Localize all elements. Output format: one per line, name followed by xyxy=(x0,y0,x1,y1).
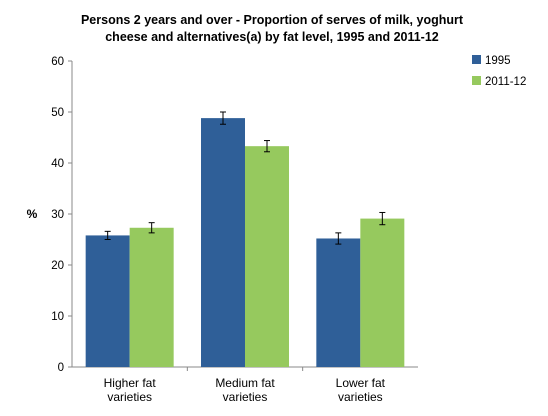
y-tick-label: 10 xyxy=(51,311,64,323)
bar xyxy=(360,218,405,367)
bar xyxy=(245,146,289,367)
y-tick-label: 40 xyxy=(51,158,64,170)
y-tick-label: 20 xyxy=(51,260,64,272)
y-tick-label: 0 xyxy=(58,362,64,374)
legend-swatch xyxy=(472,55,481,64)
y-axis-label: % xyxy=(27,207,38,221)
bar xyxy=(316,238,361,367)
y-tick-label: 60 xyxy=(51,56,64,68)
chart-title-line-2: cheese and alternatives(a) by fat level,… xyxy=(105,30,439,44)
y-tick-label: 30 xyxy=(51,209,64,221)
x-tick-label: Higher fat xyxy=(104,376,157,390)
legend: 1995 2011-12 xyxy=(472,55,526,88)
legend-label: 1995 xyxy=(485,55,511,67)
chart-title-line-1: Persons 2 years and over - Proportion of… xyxy=(81,13,464,27)
x-tick-label: varieties xyxy=(338,390,383,404)
x-tick-label: varieties xyxy=(107,390,152,404)
bar xyxy=(201,118,245,368)
bar xyxy=(129,227,174,367)
y-tick-label: 50 xyxy=(51,107,64,119)
legend-label: 2011-12 xyxy=(485,76,526,88)
x-tick-label: varieties xyxy=(223,390,268,404)
x-tick-label: Lower fat xyxy=(336,376,386,390)
legend-swatch xyxy=(472,76,481,85)
bar xyxy=(85,235,130,367)
x-tick-label: Medium fat xyxy=(215,376,275,390)
